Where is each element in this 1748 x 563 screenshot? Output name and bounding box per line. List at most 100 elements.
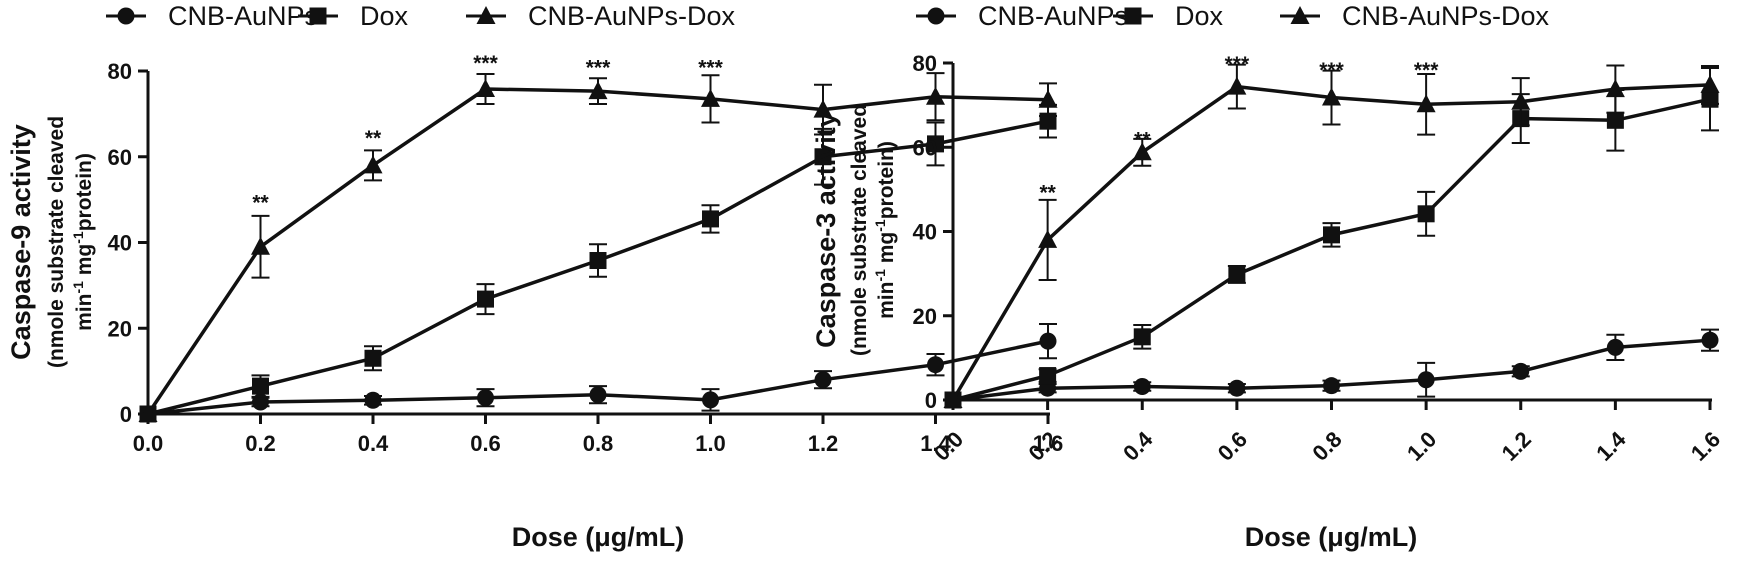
x-tick-label: 1.0 [1402, 427, 1441, 466]
significance-annotation: ** [1134, 129, 1151, 152]
data-point [1605, 79, 1625, 98]
chart-panel-1: CNB-AuNPs Dox CNB-AuNPs-Dox 0 20 40 60 80 0.0 0.2… [6, 1, 1063, 552]
data-point [1039, 367, 1057, 385]
y-tick-label: 0 [925, 388, 937, 413]
x-tick-label: 0.4 [358, 431, 389, 456]
data-point [1323, 377, 1340, 395]
data-point [1701, 331, 1719, 349]
data-point [364, 349, 382, 367]
y-tick-label: 80 [913, 51, 937, 76]
x-tick-label: 0.0 [133, 431, 164, 456]
data-point [477, 389, 494, 407]
data-point [701, 88, 720, 107]
data-point [813, 99, 833, 118]
data-point [1228, 265, 1246, 283]
legend-marker-square [309, 7, 327, 25]
data-point [927, 356, 944, 374]
series-circle [139, 322, 1057, 423]
x-tick-label: 1.6 [1033, 431, 1064, 456]
y-tick-label: 80 [108, 59, 132, 84]
legend-marker-circle [117, 7, 135, 25]
x-tick-label: 1.4 [1591, 426, 1631, 466]
data-point [926, 86, 945, 105]
legend-marker-triangle [476, 6, 496, 24]
x-tick-label: 0.8 [583, 431, 614, 456]
data-point [927, 135, 944, 153]
significance-annotation: *** [1319, 59, 1344, 82]
x-tick-label: 1.0 [695, 431, 726, 456]
x-tick-label: 0.8 [1307, 427, 1346, 466]
x-tick-label: 0.2 [245, 431, 276, 456]
subtitle-part: min [73, 294, 96, 331]
data-point [702, 210, 719, 228]
significance-annotation: *** [586, 56, 611, 79]
subtitle-part: mg [73, 244, 96, 281]
legend-marker-circle [927, 7, 945, 25]
y-axis-subtitle-line1: (nmole substrate cleaved [45, 116, 68, 368]
data-point [251, 236, 270, 255]
data-point [1416, 94, 1436, 113]
data-point [1511, 91, 1531, 110]
significance-annotation: ** [365, 127, 382, 150]
data-point [943, 390, 963, 408]
data-point [814, 371, 832, 389]
significance-annotation: *** [473, 52, 498, 75]
data-point [1323, 226, 1340, 244]
significance-annotation: ** [252, 191, 269, 214]
data-point [363, 155, 383, 174]
x-tick-label: 0.4 [1118, 426, 1158, 466]
x-axis-title: Dose (μg/mL) [512, 522, 685, 552]
x-tick-label: 1.6 [1686, 427, 1725, 466]
y-tick-label: 60 [108, 145, 132, 170]
legend-label: Dox [360, 1, 409, 31]
data-point [1038, 229, 1058, 248]
significance-annotation: ** [1039, 181, 1056, 204]
y-tick-label: 40 [913, 220, 937, 245]
legend-marker-triangle [1290, 6, 1310, 24]
legend-label: CNB-AuNPs-Dox [528, 1, 736, 31]
data-point [1039, 332, 1057, 350]
legend-label: CNB-AuNPs [978, 1, 1128, 31]
y-axis-subtitle-line1: (nmole substrate cleaved [848, 104, 871, 356]
x-tick-label: 0.6 [470, 431, 501, 456]
legend-label: Dox [1175, 1, 1224, 31]
data-point [1133, 378, 1151, 396]
y-axis-title: Caspase-9 activity [6, 124, 36, 360]
subtitle-part: protein) [875, 141, 898, 219]
data-point [589, 386, 607, 404]
x-axis-title: Dose (μg/mL) [1245, 522, 1418, 552]
superscript: -1 [872, 269, 888, 282]
superscript: -1 [70, 281, 86, 294]
data-point [1132, 142, 1152, 161]
series-triangle [138, 72, 1058, 422]
y-axis-title: Caspase-3 activity [811, 112, 841, 348]
data-point [1227, 76, 1247, 95]
significance-annotation: *** [1225, 53, 1250, 76]
series-triangle [943, 63, 1720, 408]
data-point [364, 391, 382, 409]
y-tick-label: 40 [108, 231, 132, 256]
data-point [252, 377, 269, 395]
subtitle-part: mg [875, 232, 898, 269]
y-axis-subtitle-line2: min-1 mg-1protein) [70, 153, 96, 331]
data-point [1228, 379, 1246, 397]
data-point [702, 391, 719, 409]
x-tick-label: 1.2 [808, 431, 839, 456]
data-point [1512, 362, 1530, 380]
y-tick-label: 20 [108, 316, 132, 341]
x-tick-label: 1.4 [920, 431, 951, 456]
data-point [477, 290, 494, 308]
significance-annotation: *** [698, 56, 723, 79]
data-point [1038, 89, 1058, 108]
data-point [1417, 371, 1435, 389]
legend-label: CNB-AuNPs [168, 1, 318, 31]
subtitle-part: min [875, 282, 898, 319]
data-point [1700, 74, 1720, 93]
y-axis-subtitle-line2: min-1 mg-1protein) [872, 141, 898, 319]
data-point [1606, 111, 1624, 129]
data-point [1417, 205, 1435, 223]
data-point [1133, 328, 1151, 346]
